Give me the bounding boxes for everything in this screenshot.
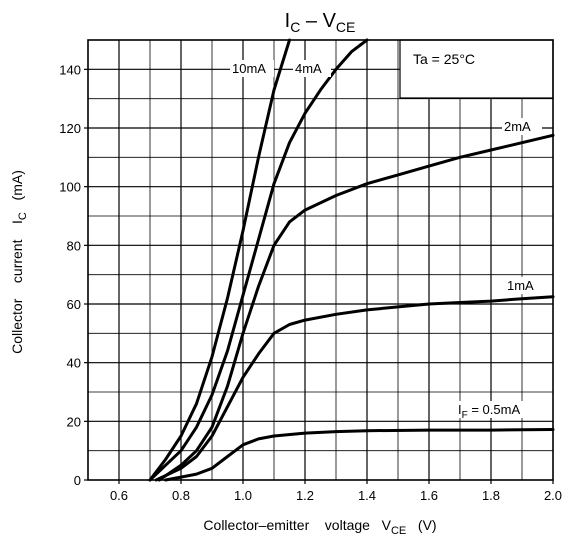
chart-title-text: IC – VCE <box>285 10 356 35</box>
xlabel-rest: (V) <box>406 517 436 533</box>
plot-border <box>87 39 554 481</box>
x-tick-label: 1.8 <box>482 488 500 503</box>
series-label-2: 2mA <box>504 119 531 134</box>
xlabel-main: Collector–emitter voltage V <box>203 517 391 533</box>
title-main: I <box>285 10 291 32</box>
series-label-bg <box>456 401 546 418</box>
x-tick-label: 0.6 <box>110 488 128 503</box>
title-sub2: CE <box>336 19 355 35</box>
y-tick-label: 40 <box>67 356 81 371</box>
series-label-bg <box>502 118 542 135</box>
x-tick-label: 1.0 <box>234 488 252 503</box>
series-label-0: 10mA <box>232 61 266 76</box>
ylabel-rest: (mA) <box>9 170 25 212</box>
y-tick-label: 80 <box>67 238 81 253</box>
series-label-main: I <box>458 402 462 417</box>
series-label-bg <box>230 60 274 77</box>
y-axis-label-text: Collector current IC (mA) <box>9 170 29 354</box>
series-line-2 <box>157 133 555 482</box>
y-tick-label: 140 <box>59 62 81 77</box>
y-axis-label: Collector current IC (mA) <box>9 170 29 354</box>
condition-text: Ta = 25°C <box>413 51 475 67</box>
x-tick-label: 1.6 <box>420 488 438 503</box>
series-label-bg <box>505 277 539 294</box>
x-axis-label-text: Collector–emitter voltage VCE (V) <box>203 517 436 537</box>
series-label-4: IF = 0.5mA <box>458 402 520 421</box>
grid-lines <box>88 40 553 480</box>
series-label-sub: F <box>462 410 468 421</box>
series-line-1 <box>148 38 369 482</box>
plot-frame <box>87 39 554 481</box>
series-line-4 <box>164 428 555 482</box>
x-tick-label: 1.2 <box>296 488 314 503</box>
x-tick-labels: 0.6 0.8 1.0 1.2 1.4 1.6 1.8 2.0 <box>110 480 562 503</box>
chart-title: IC – VCE <box>285 10 356 35</box>
x-tick-label: 1.4 <box>358 488 376 503</box>
x-tick-label: 2.0 <box>544 488 562 503</box>
y-tick-label: 60 <box>67 297 81 312</box>
series-line-0 <box>148 38 291 482</box>
ylabel-sub: C <box>17 212 29 220</box>
series-label-1: 4mA <box>295 61 322 76</box>
series-label-3: 1mA <box>507 278 534 293</box>
series-label-bg <box>293 60 331 77</box>
y-tick-label: 100 <box>59 180 81 195</box>
condition-box: Ta = 25°C <box>399 39 554 99</box>
x-axis-label: Collector–emitter voltage VCE (V) <box>203 517 436 537</box>
xlabel-sub: CE <box>391 525 406 537</box>
series-labels: 10mA 4mA 2mA 1mA IF = 0.5mA <box>230 60 546 421</box>
y-tick-label: 0 <box>74 473 81 488</box>
title-rest: – V <box>300 10 336 32</box>
y-tick-label: 20 <box>67 414 81 429</box>
y-tick-labels: 0 20 40 60 80 100 120 140 <box>59 62 88 488</box>
condition-box-frame <box>399 39 554 99</box>
series-label-rest: = 0.5mA <box>468 402 521 417</box>
title-sub: C <box>290 19 300 35</box>
series-line-3 <box>154 295 555 482</box>
x-tick-label: 0.8 <box>172 488 190 503</box>
ylabel-main: Collector current I <box>9 220 25 354</box>
y-tick-label: 120 <box>59 121 81 136</box>
